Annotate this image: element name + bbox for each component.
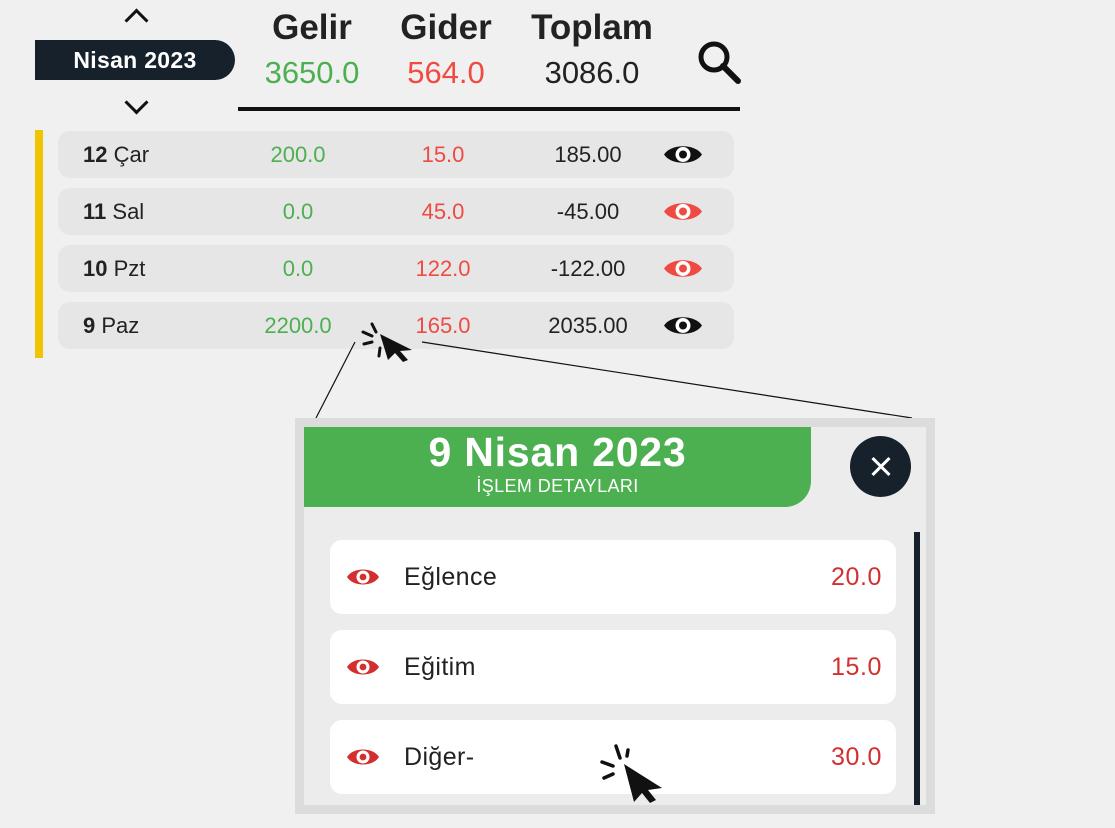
dialog-subtitle: İŞLEM DETAYLARI — [476, 476, 639, 496]
eye-icon[interactable] — [346, 565, 380, 589]
transaction-item[interactable]: Eğlence 20.0 — [330, 540, 896, 614]
day-label: 10 Pzt — [83, 245, 145, 292]
weekday: Paz — [101, 313, 140, 338]
category-name: Diğer- — [404, 743, 475, 771]
day-label: 11 Sal — [83, 188, 144, 235]
transaction-amount: 15.0 — [830, 653, 882, 681]
weekday: Pzt — [113, 256, 146, 281]
total-label: Toplam — [531, 8, 653, 47]
dialog-date: 9 Nisan 2023 — [428, 429, 687, 475]
category-name: Eğitim — [404, 653, 476, 681]
income-total: 3650.0 — [264, 55, 360, 90]
day-total: 185.00 — [554, 142, 622, 167]
income-summary: Gelir 3650.0 — [252, 8, 372, 93]
day-row[interactable]: 10 Pzt 0.0 122.0 -122.00 — [58, 245, 734, 292]
transaction-amount: 20.0 — [830, 563, 882, 591]
click-cursor-icon — [361, 322, 412, 362]
transaction-item[interactable]: Eğitim 15.0 — [330, 630, 896, 704]
day-number: 9 — [83, 313, 96, 338]
month-label: Nisan 2023 — [73, 46, 197, 73]
click-cursor-icon — [600, 744, 662, 803]
day-income: 200.0 — [270, 142, 326, 167]
day-total: 2035.00 — [548, 313, 628, 338]
income-label: Gelir — [272, 8, 352, 47]
search-icon[interactable] — [696, 39, 742, 85]
dialog-header: 9 Nisan 2023 İŞLEM DETAYLARI — [304, 427, 811, 507]
day-expense: 15.0 — [421, 142, 465, 167]
day-expense: 122.0 — [415, 256, 471, 281]
eye-icon[interactable] — [346, 655, 380, 679]
weekday: Çar — [113, 142, 150, 167]
view-details-eye-icon[interactable] — [662, 131, 704, 178]
day-label: 9 Paz — [83, 302, 139, 349]
header-divider — [238, 107, 740, 111]
day-row[interactable]: 9 Paz 2200.0 165.0 2035.00 — [58, 302, 734, 349]
view-details-eye-icon[interactable] — [662, 302, 704, 349]
day-total: -45.00 — [556, 199, 620, 224]
eye-icon[interactable] — [346, 745, 380, 769]
day-expense: 165.0 — [415, 313, 471, 338]
month-selector[interactable]: Nisan 2023 — [35, 40, 235, 80]
close-button[interactable] — [850, 436, 911, 497]
expense-summary: Gider 564.0 — [390, 8, 502, 93]
selected-week-indicator — [35, 130, 43, 358]
expense-total: 564.0 — [407, 55, 485, 90]
day-income: 2200.0 — [264, 313, 332, 338]
scrollbar[interactable] — [914, 532, 920, 805]
day-row[interactable]: 11 Sal 0.0 45.0 -45.00 — [58, 188, 734, 235]
day-number: 11 — [83, 199, 107, 224]
day-income: 0.0 — [282, 199, 314, 224]
weekday: Sal — [112, 199, 145, 224]
view-details-eye-icon[interactable] — [662, 188, 704, 235]
day-number: 10 — [83, 256, 108, 281]
balance-total: 3086.0 — [544, 55, 640, 90]
day-total: -122.00 — [550, 256, 626, 281]
day-label: 12 Çar — [83, 131, 149, 178]
category-name: Eğlence — [404, 563, 498, 591]
day-income: 0.0 — [282, 256, 314, 281]
view-details-eye-icon[interactable] — [662, 245, 704, 292]
day-row[interactable]: 12 Çar 200.0 15.0 185.00 — [58, 131, 734, 178]
day-number: 12 — [83, 142, 108, 167]
expense-label: Gider — [400, 8, 492, 47]
day-expense: 45.0 — [421, 199, 465, 224]
transaction-item[interactable]: Diğer- 30.0 — [330, 720, 896, 794]
transaction-details-dialog: 9 Nisan 2023 İŞLEM DETAYLARI Eğlence 20.… — [295, 418, 935, 814]
transaction-amount: 30.0 — [830, 743, 882, 771]
balance-summary: Toplam 3086.0 — [522, 8, 662, 93]
